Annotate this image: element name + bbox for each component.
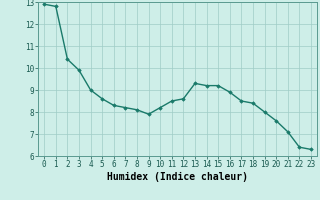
X-axis label: Humidex (Indice chaleur): Humidex (Indice chaleur): [107, 172, 248, 182]
